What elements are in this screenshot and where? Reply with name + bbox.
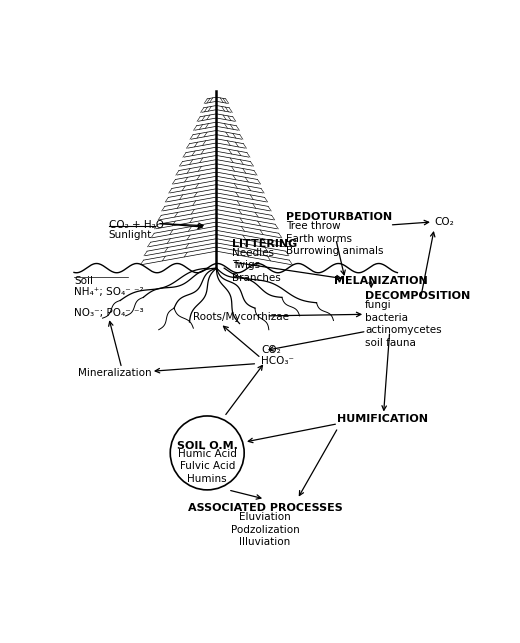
- Text: fungi
bacteria
actinomycetes
soil fauna: fungi bacteria actinomycetes soil fauna: [365, 300, 441, 348]
- Text: SOIL O.M.: SOIL O.M.: [177, 440, 238, 451]
- Text: Eluviation
Podzolization
Illuviation: Eluviation Podzolization Illuviation: [230, 512, 300, 547]
- Text: PEDOTURBATION: PEDOTURBATION: [286, 212, 392, 222]
- Text: HCO₃⁻: HCO₃⁻: [261, 356, 294, 366]
- Text: LITTERING: LITTERING: [232, 239, 297, 249]
- Text: Tree throw
Earth worms
Burrowing animals: Tree throw Earth worms Burrowing animals: [286, 221, 383, 256]
- Text: NH₄⁺; SO₄⁻ ⁻²: NH₄⁺; SO₄⁻ ⁻²: [74, 287, 144, 296]
- Text: ASSOCIATED PROCESSES: ASSOCIATED PROCESSES: [188, 503, 342, 513]
- Text: CO₂ + H₂O: CO₂ + H₂O: [109, 220, 164, 230]
- Text: Humic Acid
Fulvic Acid
Humins: Humic Acid Fulvic Acid Humins: [178, 449, 237, 484]
- Text: CO₂: CO₂: [434, 217, 454, 227]
- Text: NO₃⁻; PO₄⁻ ⁻³: NO₃⁻; PO₄⁻ ⁻³: [74, 308, 144, 318]
- Text: Soil: Soil: [74, 276, 93, 286]
- Text: DECOMPOSITION: DECOMPOSITION: [365, 291, 470, 301]
- Text: CO₂: CO₂: [261, 345, 281, 355]
- Text: Needles
Twigs
Branches: Needles Twigs Branches: [232, 248, 281, 283]
- Text: Roots/Mycorrhizae: Roots/Mycorrhizae: [193, 312, 289, 322]
- Text: Sunlight: Sunlight: [109, 230, 152, 240]
- Text: MELANIZATION: MELANIZATION: [334, 276, 428, 286]
- Text: Mineralization: Mineralization: [78, 368, 151, 378]
- Text: HUMIFICATION: HUMIFICATION: [337, 415, 428, 424]
